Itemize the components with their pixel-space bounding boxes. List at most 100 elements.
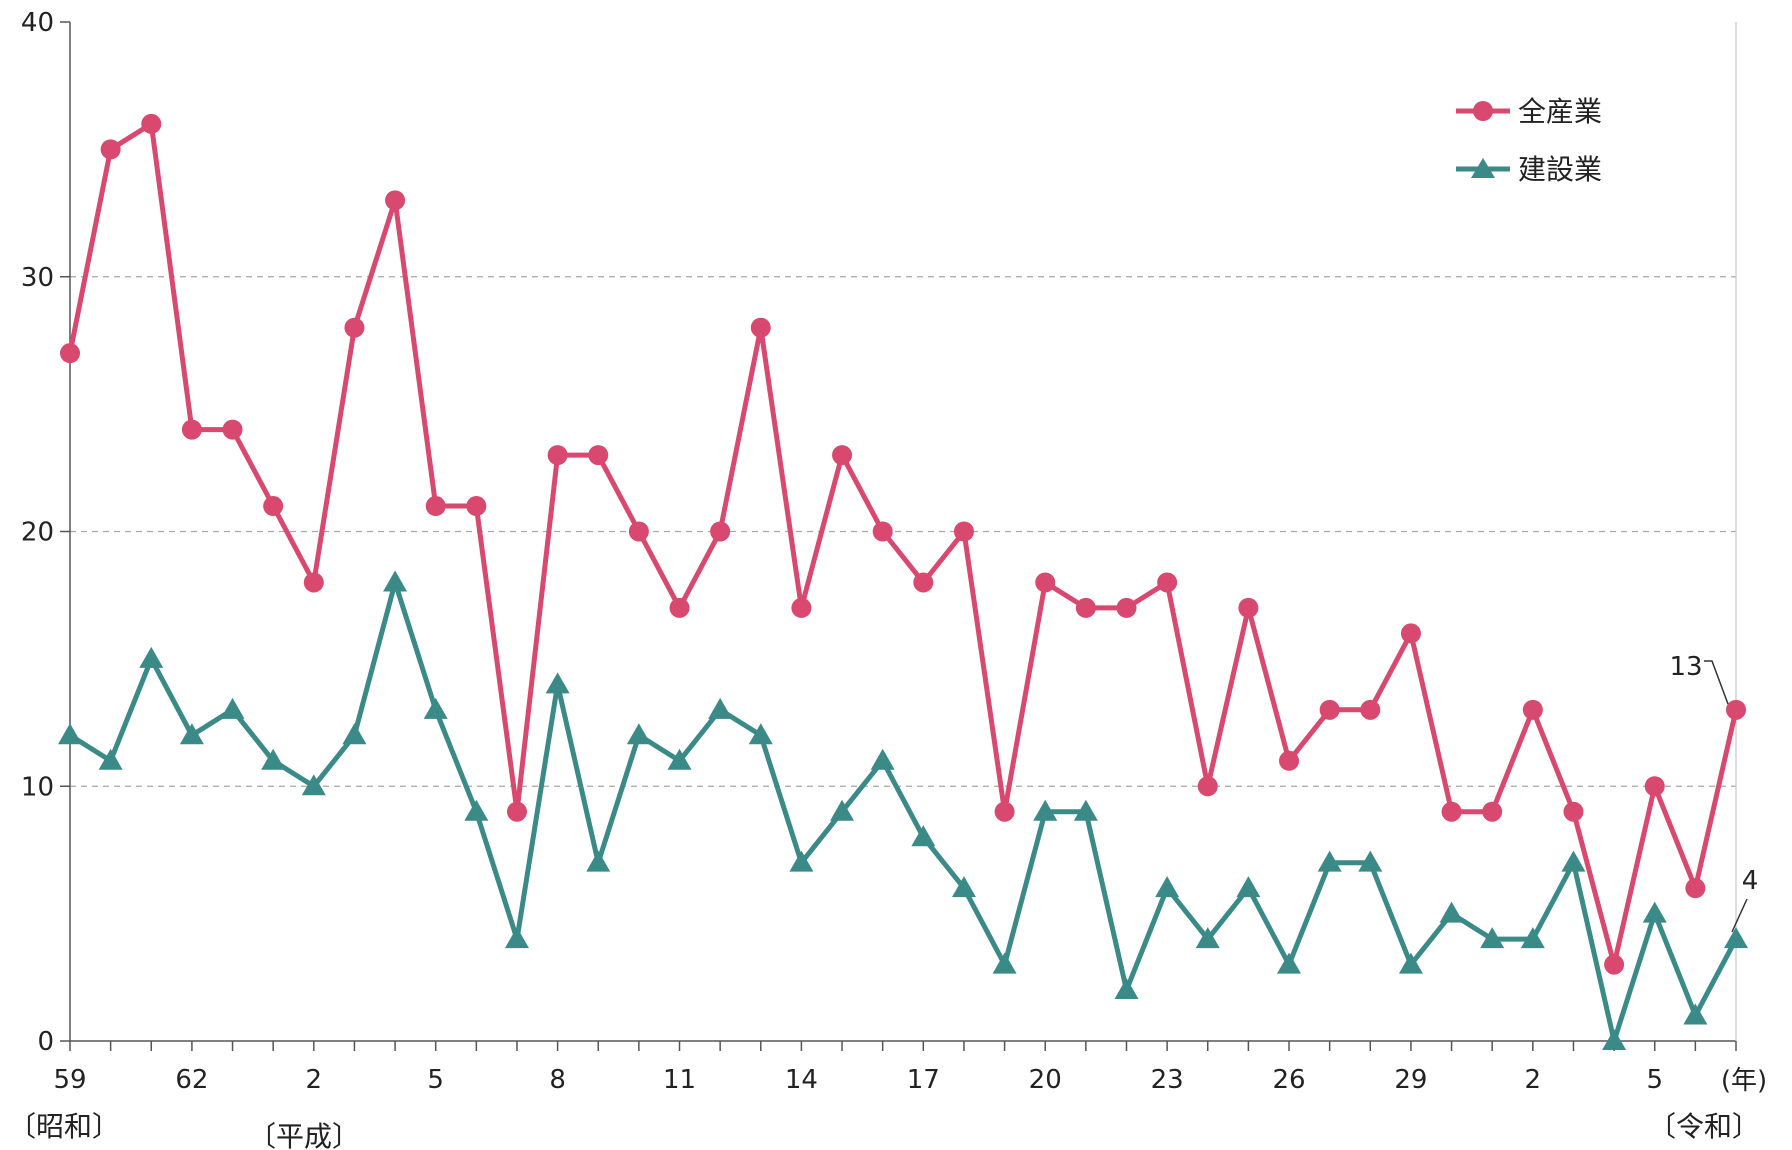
data-point — [506, 801, 527, 822]
x-tick-label: 14 — [785, 1065, 818, 1095]
data-point — [1602, 1029, 1627, 1050]
data-point — [750, 317, 771, 338]
x-tick-label: 5 — [1646, 1065, 1663, 1095]
end-leader-all-industries — [1704, 660, 1729, 705]
data-point — [1075, 597, 1096, 618]
x-tick-label: 62 — [175, 1065, 208, 1095]
series-layer — [58, 113, 1748, 1050]
data-point — [1155, 876, 1180, 898]
data-point — [261, 748, 286, 770]
data-point — [1398, 952, 1423, 974]
data-point — [1358, 850, 1383, 872]
data-point — [139, 646, 164, 668]
data-point — [1157, 572, 1178, 593]
y-tick-label-20: 20 — [21, 518, 54, 548]
y-tick-label-0: 0 — [37, 1027, 54, 1057]
data-point — [953, 521, 974, 542]
data-point — [100, 139, 121, 160]
x-tick-label: 17 — [907, 1065, 940, 1095]
data-point — [586, 850, 611, 872]
legend-marker-construction — [1471, 158, 1495, 178]
data-point — [220, 697, 245, 719]
data-point — [1685, 878, 1706, 899]
data-point — [344, 317, 365, 338]
data-point — [1116, 597, 1137, 618]
data-point — [911, 825, 936, 847]
x-tick-label: 26 — [1272, 1065, 1305, 1095]
data-point — [1195, 927, 1220, 949]
data-point — [913, 572, 934, 593]
data-point — [1439, 901, 1464, 923]
x-tick-labels: 59 62 2 5 8 11 14 17 20 23 26 29 2 5 — [53, 1065, 1663, 1095]
data-point — [60, 343, 80, 364]
x-unit-label: (年) — [1721, 1066, 1767, 1096]
data-point — [626, 723, 651, 745]
data-point — [466, 496, 487, 517]
x-tick-label: 11 — [663, 1065, 696, 1095]
data-point — [1522, 699, 1543, 720]
data-point — [1197, 776, 1218, 797]
data-point — [263, 496, 284, 517]
data-point — [588, 445, 609, 466]
data-point — [708, 697, 733, 719]
data-point — [464, 799, 489, 821]
era-label-heisei: 〔平成〕 — [248, 1120, 360, 1150]
data-point — [832, 445, 853, 466]
data-point — [181, 419, 202, 440]
x-tick-label: 2 — [1525, 1065, 1542, 1095]
data-point — [342, 723, 367, 745]
data-point — [1236, 876, 1261, 898]
data-point — [1480, 927, 1505, 949]
x-tick-label: 29 — [1394, 1065, 1427, 1095]
x-tick-label: 8 — [549, 1065, 566, 1095]
data-point — [1520, 927, 1545, 949]
end-leader-construction — [1731, 898, 1748, 933]
series-line — [67, 121, 1739, 968]
era-label-reiwa: 〔令和〕 — [1648, 1110, 1760, 1143]
y-tick-labels: 0 10 20 30 40 — [21, 8, 54, 1057]
y-tick-label-10: 10 — [21, 772, 54, 802]
data-point — [385, 190, 406, 211]
legend-label-all-industries: 全産業 — [1518, 95, 1602, 128]
data-point — [1238, 597, 1259, 618]
data-point — [504, 927, 529, 949]
data-point — [628, 521, 649, 542]
data-point — [1441, 801, 1462, 822]
end-label-construction: 4 — [1742, 866, 1759, 896]
data-point — [830, 799, 855, 821]
data-point — [1726, 699, 1746, 720]
series-all-industries — [60, 113, 1746, 975]
x-tick-label: 23 — [1151, 1065, 1184, 1095]
legend-label-construction: 建設業 — [1518, 153, 1602, 186]
legend: 全産業 建設業 — [1456, 95, 1602, 186]
data-point — [1277, 952, 1302, 974]
data-point — [423, 697, 448, 719]
data-point — [789, 850, 814, 872]
data-point — [1644, 776, 1665, 797]
data-point — [1279, 750, 1300, 771]
data-point — [791, 597, 812, 618]
data-point — [1604, 954, 1625, 975]
tick-marks — [60, 21, 1737, 1051]
data-point — [1482, 801, 1503, 822]
grid-lines — [70, 276, 1736, 787]
data-point — [748, 723, 773, 745]
data-point — [383, 570, 408, 592]
data-point — [667, 748, 692, 770]
data-point — [179, 723, 204, 745]
data-point — [870, 748, 895, 770]
data-point — [872, 521, 893, 542]
data-point — [1724, 927, 1748, 949]
data-point — [1033, 799, 1058, 821]
data-point — [1035, 572, 1056, 593]
data-point — [1400, 623, 1421, 644]
data-point — [992, 952, 1017, 974]
x-tick-label: 2 — [306, 1065, 323, 1095]
data-point — [425, 496, 446, 517]
data-point — [1319, 699, 1340, 720]
data-point — [301, 774, 326, 796]
series-construction — [58, 570, 1748, 1050]
data-point — [58, 723, 82, 745]
data-point — [1642, 901, 1667, 923]
